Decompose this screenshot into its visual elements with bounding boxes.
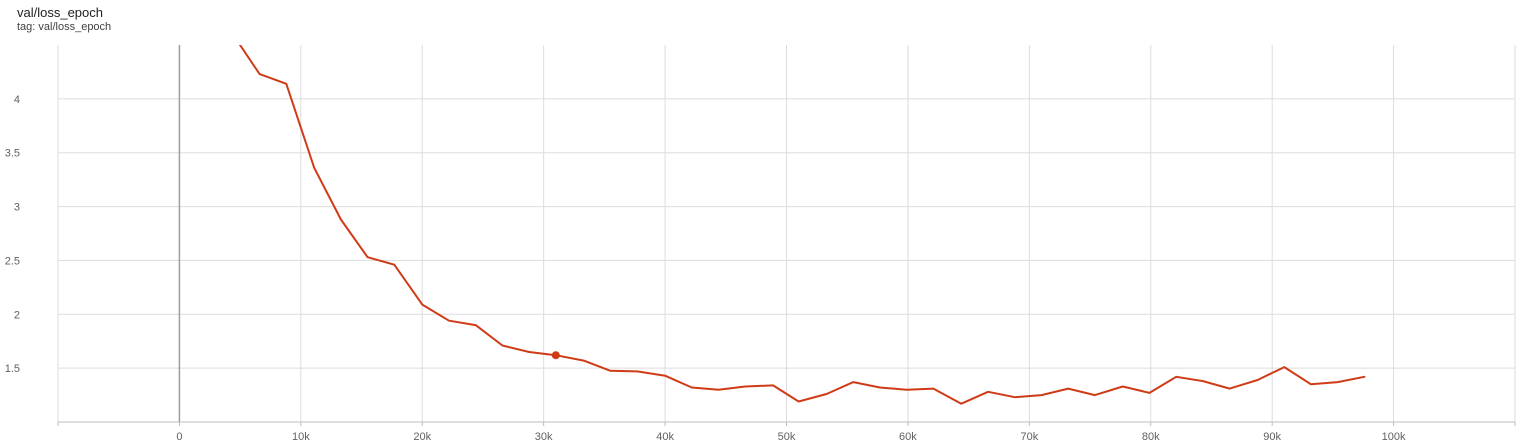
x-tick-label: 10k: [292, 431, 310, 443]
y-tick-label: 2: [14, 309, 20, 321]
x-tick-label: 40k: [656, 431, 674, 443]
x-tick-label: 30k: [535, 431, 553, 443]
series-line-0: [238, 45, 1366, 405]
chart-title: val/loss_epoch: [17, 5, 103, 20]
x-tick-label: 90k: [1263, 431, 1281, 443]
x-tick-label: 0: [176, 431, 182, 443]
x-tick-label: 20k: [413, 431, 431, 443]
x-tick-label: 70k: [1020, 431, 1038, 443]
y-tick-label: 3.5: [5, 148, 20, 160]
highlight-point-marker: [551, 351, 560, 360]
y-tick-label: 2.5: [5, 255, 20, 267]
x-tick-label: 100k: [1382, 431, 1406, 443]
y-tick-label: 3: [14, 202, 20, 214]
x-tick-label: 60k: [899, 431, 917, 443]
x-tick-label: 80k: [1142, 431, 1160, 443]
y-tick-label: 4: [14, 94, 20, 106]
y-tick-label: 1.5: [5, 363, 20, 375]
chart-tag: tag: val/loss_epoch: [17, 21, 112, 33]
x-tick-label: 50k: [778, 431, 796, 443]
